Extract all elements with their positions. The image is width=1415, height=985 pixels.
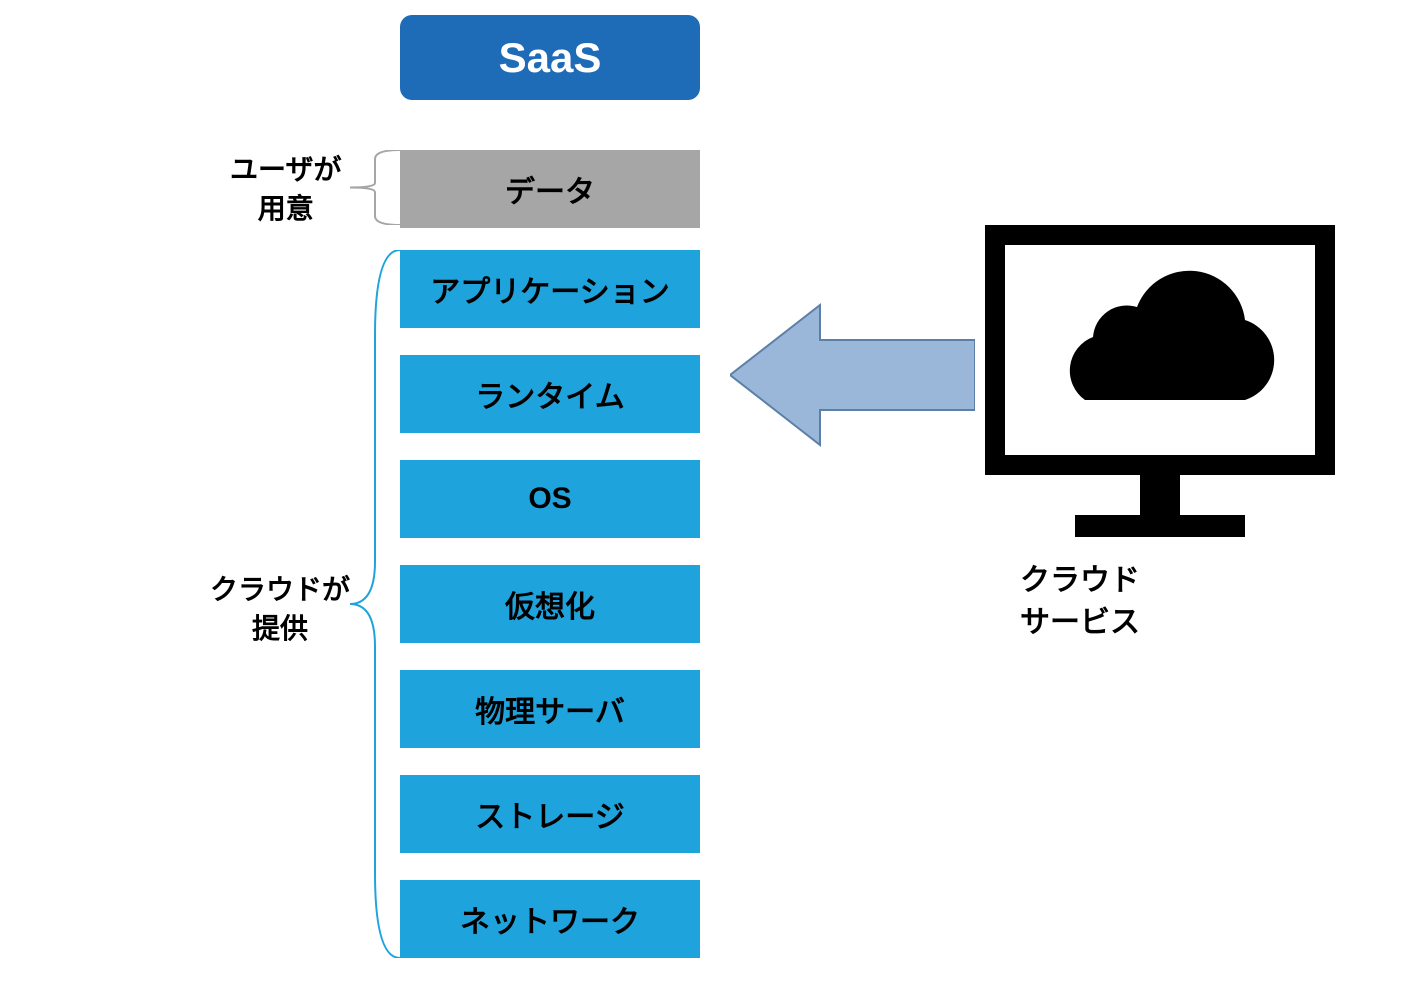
layer-4: 仮想化 [400,565,700,643]
layer-label-4: 仮想化 [505,582,595,626]
brace-user [350,150,400,225]
layer-1: アプリケーション [400,250,700,328]
label-cloud-service-line2: サービス [1020,606,1140,639]
label-user-line1: ユーザが [230,154,341,185]
label-cloud-line1: クラウドが [210,574,350,605]
label-cloud-provides: クラウドが 提供 [210,570,350,648]
layer-label-0: データ [505,167,595,211]
label-cloud-line2: 提供 [252,613,308,644]
arrow-left [730,300,975,450]
brace-cloud [350,250,400,958]
layer-3: OS [400,460,700,538]
layer-6: ストレージ [400,775,700,853]
saas-stack-diagram: SaaS データアプリケーションランタイム OS 仮想化物理サーバストレージネットワ… [0,10,1415,985]
cloud-service-icon [985,225,1335,545]
layer-2: ランタイム [400,355,700,433]
layer-label-6: ストレージ [475,792,624,836]
monitor-cloud-icon [985,225,1335,545]
layer-label-3: OS [528,482,571,516]
layer-label-2: ランタイム [475,372,624,416]
label-cloud-service: クラウド サービス [1020,560,1140,644]
layer-label-7: ネットワーク [460,897,640,941]
label-cloud-service-line1: クラウド [1020,564,1140,597]
layer-5: 物理サーバ [400,670,700,748]
label-user-provides: ユーザが 用意 [230,150,341,228]
diagram-title: SaaS [400,15,700,100]
layer-7: ネットワーク [400,880,700,958]
layer-0: データ [400,150,700,228]
layer-label-5: 物理サーバ [475,687,625,731]
label-user-line2: 用意 [258,193,314,224]
diagram-title-text: SaaS [499,34,602,82]
arrow-left-icon [730,300,975,450]
layer-label-1: アプリケーション [430,267,669,311]
